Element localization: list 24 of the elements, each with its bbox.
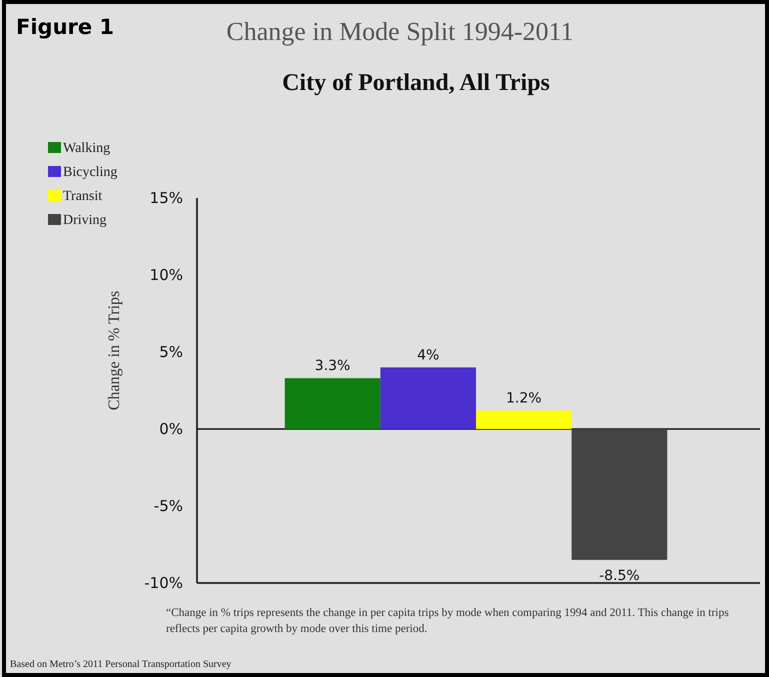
data-label: 4% <box>417 347 440 364</box>
data-label: -8.5% <box>599 568 640 584</box>
y-tick-label: 5% <box>159 342 183 361</box>
y-tick-label: -5% <box>154 496 183 515</box>
text: Based on Metro’s 2011 Personal Transportation Survey <box>10 659 232 670</box>
legend-label: Driving <box>63 213 107 228</box>
text: “Change in % trips represents the change in per capita trips by mode when comparing 1994 and 2011. This change in trips reflects per capita growth by mode over this time period. <box>166 606 730 637</box>
legend-label: Walking <box>63 141 110 156</box>
y-tick-label: 10% <box>150 266 183 284</box>
caption: Figure 1 <box>16 15 114 39</box>
data-label: 1.2% <box>506 390 542 407</box>
data-label: 3.3% <box>314 358 350 374</box>
y-tick-label: 15% <box>150 188 183 207</box>
bar <box>380 367 476 429</box>
bar <box>476 410 572 429</box>
chart-subtitle: City of Portland, All Trips <box>282 70 550 96</box>
chart-title: Change in Mode Split 1994-2011 <box>226 17 574 46</box>
legend-label: Transit <box>63 189 102 204</box>
bar <box>572 429 668 560</box>
y-tick-label: -10% <box>144 574 183 592</box>
y-tick-label: 0% <box>159 420 183 438</box>
legend-label: Bicycling <box>63 165 118 180</box>
y-axis-title: Change in % Trips <box>106 290 123 410</box>
bar <box>284 378 380 429</box>
